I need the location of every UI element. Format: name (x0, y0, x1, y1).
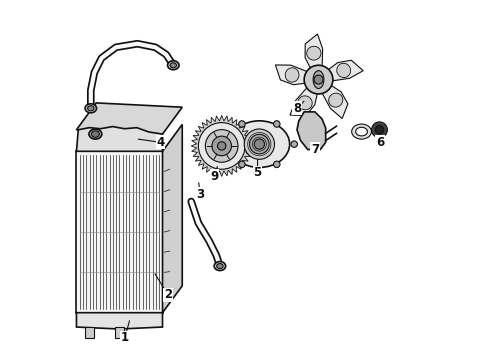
Ellipse shape (229, 121, 290, 167)
Bar (76, 151, 163, 313)
Polygon shape (191, 116, 252, 176)
Ellipse shape (217, 264, 223, 269)
Ellipse shape (285, 68, 299, 82)
Ellipse shape (89, 129, 102, 139)
Circle shape (244, 129, 274, 159)
Circle shape (218, 142, 226, 150)
Ellipse shape (214, 262, 225, 271)
Circle shape (254, 139, 265, 149)
Ellipse shape (356, 127, 368, 136)
Ellipse shape (352, 124, 371, 139)
Polygon shape (322, 85, 348, 118)
Text: 4: 4 (157, 136, 165, 149)
Text: 7: 7 (311, 143, 319, 156)
Ellipse shape (313, 71, 324, 89)
Polygon shape (305, 34, 322, 68)
Polygon shape (290, 87, 318, 116)
Ellipse shape (85, 104, 97, 113)
Circle shape (273, 121, 280, 127)
Ellipse shape (298, 96, 312, 110)
Text: 8: 8 (293, 102, 301, 115)
Ellipse shape (88, 106, 94, 111)
Circle shape (375, 126, 384, 134)
Circle shape (239, 161, 245, 167)
Circle shape (291, 141, 297, 147)
Circle shape (198, 123, 245, 169)
Polygon shape (76, 103, 182, 134)
Circle shape (212, 136, 231, 156)
Polygon shape (76, 127, 163, 151)
Polygon shape (328, 60, 363, 81)
Text: 9: 9 (210, 170, 219, 183)
Bar (115, 327, 124, 338)
Circle shape (239, 121, 245, 127)
Circle shape (371, 122, 388, 138)
Text: 2: 2 (164, 288, 172, 301)
Polygon shape (163, 125, 182, 313)
Ellipse shape (168, 61, 179, 70)
Circle shape (221, 141, 228, 147)
Polygon shape (297, 112, 326, 149)
Ellipse shape (92, 131, 99, 137)
Circle shape (273, 161, 280, 167)
Polygon shape (275, 65, 307, 85)
Bar (85, 327, 94, 338)
Ellipse shape (170, 63, 176, 68)
Ellipse shape (307, 46, 321, 60)
Text: 1: 1 (121, 331, 129, 344)
Ellipse shape (329, 93, 343, 107)
Text: 3: 3 (196, 188, 204, 201)
Polygon shape (76, 313, 163, 329)
Ellipse shape (337, 63, 351, 77)
Text: 6: 6 (376, 136, 384, 149)
Text: 5: 5 (253, 166, 262, 179)
Circle shape (314, 75, 323, 84)
Circle shape (304, 65, 333, 94)
Circle shape (205, 130, 238, 162)
Circle shape (249, 134, 269, 154)
